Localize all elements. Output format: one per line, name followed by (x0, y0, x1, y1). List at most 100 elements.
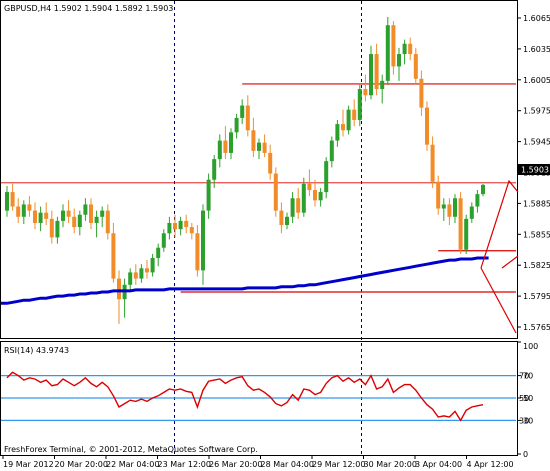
candle (178, 216, 183, 236)
candle (100, 206, 105, 228)
price-tick-label: 1.5825 (523, 261, 550, 270)
candle (285, 212, 289, 230)
candle (72, 208, 77, 234)
price-tick-label: 1.6005 (523, 76, 550, 85)
candle (94, 210, 99, 238)
candle (133, 264, 138, 285)
candle (66, 200, 71, 223)
candle (206, 173, 211, 219)
candle (262, 134, 267, 158)
forecast-line-mid (501, 255, 519, 269)
candle (324, 157, 329, 199)
rsi-level-label: 70 (519, 372, 529, 381)
candle (425, 101, 429, 151)
candle (419, 70, 424, 116)
candle (408, 37, 413, 61)
candle (105, 204, 110, 240)
current-price-label: 1.5903 (521, 166, 549, 175)
candle (329, 136, 334, 168)
candle (212, 154, 217, 188)
time-tick-label: 19 Mar 2012 (3, 460, 54, 469)
candle (55, 216, 60, 244)
candle (245, 95, 250, 137)
candle (145, 260, 149, 279)
period-separators (174, 1, 362, 455)
price-tick-label: 1.5855 (523, 230, 550, 239)
candle (184, 214, 189, 234)
candle (296, 187, 301, 219)
price-tick-label: 1.5765 (523, 323, 550, 332)
time-tick-label: 29 Mar 12:00 (312, 460, 365, 469)
price-tick-label: 1.6035 (523, 45, 550, 54)
price-tick-label: 1.6065 (523, 14, 550, 23)
forecast-line-up (480, 179, 519, 269)
candle (391, 21, 396, 75)
candle (150, 253, 155, 277)
candle (441, 198, 446, 221)
candle (352, 99, 357, 127)
candle (268, 144, 273, 180)
price-tick-label: 1.5975 (523, 107, 550, 116)
candle (307, 169, 312, 197)
candle (458, 192, 463, 254)
candle (453, 194, 457, 223)
price-tick-label: 1.5885 (523, 199, 550, 208)
candle (189, 222, 194, 240)
copyright-footer: FreshForex Terminal, © 2001-2012, MetaQu… (4, 445, 258, 454)
candle (273, 167, 278, 217)
candle (234, 113, 239, 139)
rsi-level-label: 30 (519, 416, 529, 425)
candle (341, 109, 345, 137)
candle (447, 198, 452, 226)
candle (217, 134, 222, 168)
price-tick-label: 1.5795 (523, 292, 550, 301)
price-panel-frame (0, 0, 518, 339)
candle (77, 210, 82, 236)
candle (5, 185, 9, 217)
candle (195, 225, 200, 277)
price-tick-label: 1.5945 (523, 138, 550, 147)
candlestick-series (5, 16, 485, 324)
candle (117, 270, 121, 324)
rsi-tick-label: 100 (523, 342, 538, 351)
candle (139, 264, 144, 283)
candle (335, 119, 340, 147)
candle (357, 84, 362, 127)
candle (251, 117, 256, 158)
candle (21, 200, 26, 224)
candle (430, 136, 435, 188)
time-tick-label: 26 Mar 20:00 (209, 460, 262, 469)
candle (173, 214, 177, 238)
candle (413, 47, 418, 85)
time-tick-label: 22 Mar 04:00 (106, 460, 159, 469)
candle (10, 183, 15, 211)
candle (44, 202, 49, 226)
time-tick-label: 3 Apr 04:00 (415, 460, 462, 469)
candle (16, 198, 21, 223)
candle (301, 177, 306, 217)
time-tick-label: 30 Mar 20:00 (364, 460, 417, 469)
time-tick-label: 23 Mar 12:00 (158, 460, 211, 469)
rsi-axis: 100 70 50 30 0 70 50 30 (517, 341, 538, 459)
candle (397, 47, 401, 81)
candle (363, 74, 368, 102)
candle (369, 45, 373, 100)
candle (436, 175, 441, 215)
rsi-levels (1, 375, 516, 421)
candle (61, 204, 65, 228)
time-tick-label: 4 Apr 12:00 (467, 460, 514, 469)
candle (240, 99, 245, 125)
candle (156, 243, 161, 267)
rsi-level-label: 50 (519, 394, 529, 403)
candle (223, 126, 228, 160)
candle (201, 204, 205, 285)
candle (38, 206, 43, 232)
candle (279, 202, 284, 234)
candle (374, 43, 379, 96)
candle (290, 192, 295, 223)
candle (469, 202, 474, 223)
candle (122, 278, 127, 318)
candle (464, 214, 469, 254)
